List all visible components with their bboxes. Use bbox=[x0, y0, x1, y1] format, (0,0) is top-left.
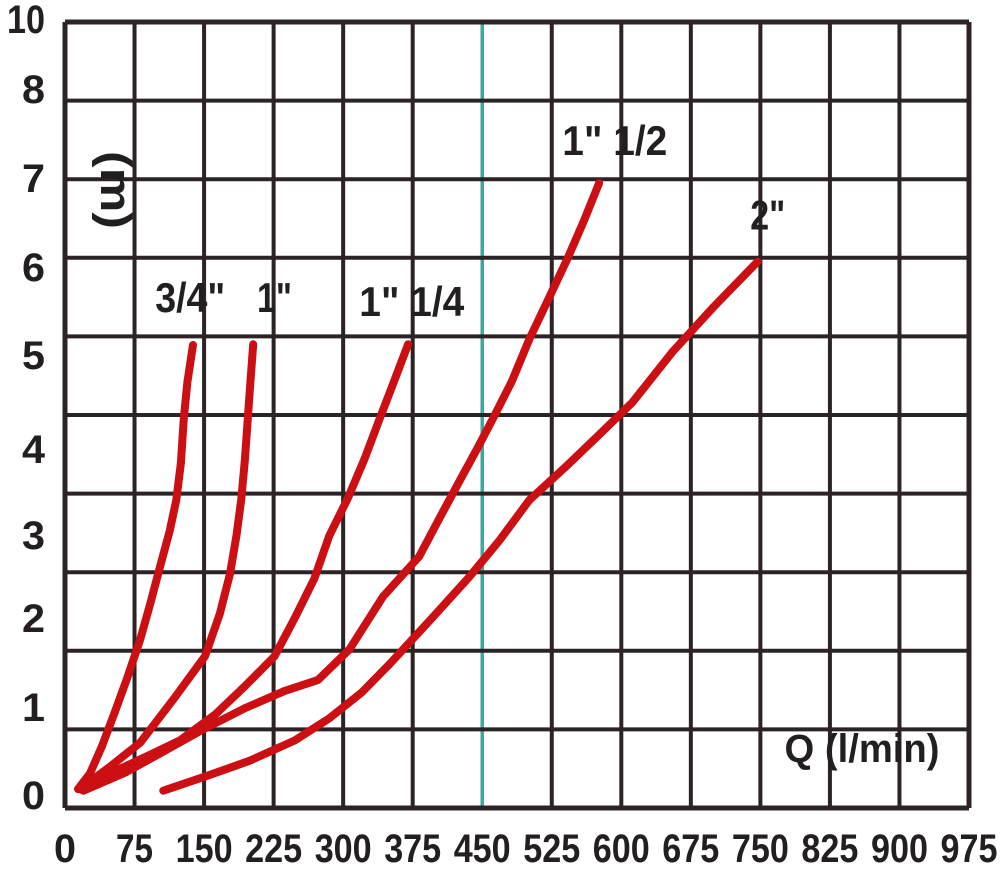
y-axis-title: (m) bbox=[91, 151, 140, 229]
x-tick-label-150: 150 bbox=[176, 827, 233, 871]
curve-2 bbox=[159, 257, 762, 795]
x-tick-label-750: 750 bbox=[732, 827, 789, 871]
y-tick-label-0: 0 bbox=[22, 774, 45, 818]
curve-label-1-1-4: 1" 1/4 bbox=[359, 278, 465, 325]
curve-label-3-4: 3/4" bbox=[155, 274, 225, 321]
x-tick-label-225: 225 bbox=[245, 827, 302, 871]
curves bbox=[74, 179, 762, 795]
x-tick-label-375: 375 bbox=[384, 827, 441, 871]
y-tick-label-1: 1 bbox=[22, 686, 45, 730]
axis-titles: Q (l/min) (m) bbox=[91, 151, 940, 771]
y-tick-label-2: 2 bbox=[22, 597, 45, 641]
curve-1-1-2 bbox=[79, 179, 604, 795]
x-tick-label-900: 900 bbox=[871, 827, 928, 871]
x-tick-label-825: 825 bbox=[801, 827, 858, 871]
curve-label-2: 2" bbox=[750, 192, 785, 239]
y-tick-label-6: 6 bbox=[22, 246, 45, 290]
y-tick-label-3: 3 bbox=[22, 514, 45, 558]
x-axis-title: Q (l/min) bbox=[785, 727, 940, 771]
curve-3-4 bbox=[74, 341, 197, 794]
grid-lines bbox=[62, 19, 972, 811]
y-tick-label-4: 4 bbox=[22, 428, 46, 472]
x-tick-label-300: 300 bbox=[315, 827, 372, 871]
x-tick-label-450: 450 bbox=[454, 827, 511, 871]
x-tick-label-600: 600 bbox=[593, 827, 650, 871]
curve-1 bbox=[75, 340, 258, 794]
y-tick-label-8: 8 bbox=[22, 68, 45, 112]
x-tick-label-675: 675 bbox=[662, 827, 719, 871]
curve-label-1: 1" bbox=[257, 274, 292, 321]
x-tick-label-0: 0 bbox=[54, 827, 76, 871]
x-tick-label-975: 975 bbox=[941, 827, 998, 871]
curve-labels: 3/4" 1" 1" 1/4 1" 1/2 2" bbox=[155, 117, 785, 325]
x-axis-tick-labels: 0 75 150 225 300 375 450 525 600 675 750 825 900 975 bbox=[54, 827, 998, 871]
y-tick-label-7: 7 bbox=[22, 157, 45, 201]
curve-label-1-1-2: 1" 1/2 bbox=[562, 117, 667, 164]
y-tick-label-5: 5 bbox=[22, 334, 45, 378]
x-tick-label-525: 525 bbox=[523, 827, 580, 871]
y-tick-label-10: 10 bbox=[7, 0, 45, 42]
x-tick-label-75: 75 bbox=[116, 827, 153, 871]
